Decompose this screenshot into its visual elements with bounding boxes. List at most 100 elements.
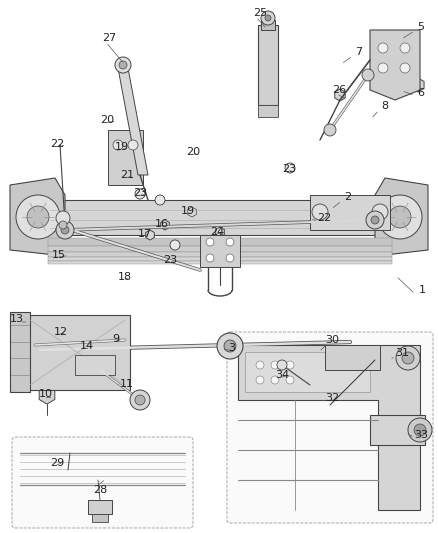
Circle shape bbox=[226, 254, 234, 262]
Circle shape bbox=[206, 254, 214, 262]
Circle shape bbox=[312, 204, 328, 220]
Text: 34: 34 bbox=[275, 370, 289, 380]
Text: 19: 19 bbox=[115, 142, 129, 152]
FancyBboxPatch shape bbox=[227, 332, 433, 523]
FancyBboxPatch shape bbox=[12, 437, 193, 528]
Text: 13: 13 bbox=[10, 314, 24, 324]
Text: 33: 33 bbox=[414, 430, 428, 440]
Text: 29: 29 bbox=[50, 458, 64, 468]
Text: 8: 8 bbox=[381, 101, 389, 111]
Circle shape bbox=[285, 163, 295, 173]
Circle shape bbox=[372, 204, 388, 220]
Text: 23: 23 bbox=[163, 255, 177, 265]
Bar bbox=[25, 315, 130, 390]
Circle shape bbox=[324, 124, 336, 136]
Polygon shape bbox=[155, 195, 164, 205]
Circle shape bbox=[135, 395, 145, 405]
Circle shape bbox=[113, 140, 123, 150]
Text: 3: 3 bbox=[229, 343, 236, 353]
Bar bbox=[48, 238, 392, 246]
Polygon shape bbox=[10, 178, 65, 255]
Circle shape bbox=[378, 195, 422, 239]
Bar bbox=[261, 20, 275, 30]
Bar bbox=[48, 261, 392, 264]
Circle shape bbox=[27, 206, 49, 228]
Text: 26: 26 bbox=[332, 85, 346, 95]
Polygon shape bbox=[187, 207, 196, 217]
Polygon shape bbox=[161, 220, 170, 230]
Circle shape bbox=[400, 43, 410, 53]
Bar bbox=[48, 257, 392, 261]
Circle shape bbox=[286, 376, 294, 384]
Bar bbox=[50, 200, 390, 235]
Polygon shape bbox=[61, 462, 75, 478]
Polygon shape bbox=[286, 163, 294, 173]
Circle shape bbox=[396, 346, 420, 370]
Text: 27: 27 bbox=[102, 33, 116, 43]
Circle shape bbox=[408, 418, 432, 442]
Circle shape bbox=[400, 63, 410, 73]
Bar bbox=[370, 415, 425, 445]
Bar bbox=[48, 246, 392, 252]
Circle shape bbox=[56, 221, 74, 239]
Text: 22: 22 bbox=[317, 213, 331, 223]
Circle shape bbox=[402, 352, 414, 364]
Circle shape bbox=[371, 216, 379, 224]
Circle shape bbox=[170, 240, 180, 250]
Circle shape bbox=[366, 211, 384, 229]
Circle shape bbox=[217, 333, 243, 359]
Circle shape bbox=[277, 360, 287, 370]
Text: 18: 18 bbox=[118, 272, 132, 282]
Circle shape bbox=[135, 189, 145, 199]
Circle shape bbox=[206, 238, 214, 246]
Text: 9: 9 bbox=[113, 334, 120, 344]
Circle shape bbox=[378, 63, 388, 73]
Circle shape bbox=[224, 340, 236, 352]
Text: 23: 23 bbox=[282, 164, 296, 174]
Polygon shape bbox=[136, 189, 145, 199]
Text: 5: 5 bbox=[417, 22, 424, 32]
Polygon shape bbox=[118, 68, 148, 175]
Bar bbox=[108, 130, 143, 185]
Text: 15: 15 bbox=[52, 250, 66, 260]
Polygon shape bbox=[124, 143, 132, 153]
Polygon shape bbox=[412, 78, 424, 92]
Circle shape bbox=[256, 361, 264, 369]
Circle shape bbox=[286, 361, 294, 369]
Text: 21: 21 bbox=[120, 170, 134, 180]
Polygon shape bbox=[335, 402, 345, 414]
Bar bbox=[258, 25, 278, 105]
Bar bbox=[258, 105, 278, 117]
Bar bbox=[325, 345, 380, 370]
Text: 10: 10 bbox=[39, 389, 53, 399]
Text: 32: 32 bbox=[325, 393, 339, 403]
Polygon shape bbox=[39, 386, 55, 404]
Text: 20: 20 bbox=[100, 115, 114, 125]
Polygon shape bbox=[350, 392, 360, 404]
Text: 6: 6 bbox=[417, 88, 424, 98]
Polygon shape bbox=[146, 230, 154, 240]
Text: 1: 1 bbox=[418, 285, 425, 295]
Polygon shape bbox=[315, 392, 325, 404]
Bar bbox=[10, 312, 30, 392]
Circle shape bbox=[362, 69, 374, 81]
Circle shape bbox=[265, 15, 271, 21]
Circle shape bbox=[119, 61, 127, 69]
Circle shape bbox=[256, 376, 264, 384]
Text: 31: 31 bbox=[395, 348, 409, 358]
Text: 17: 17 bbox=[138, 229, 152, 239]
Text: 28: 28 bbox=[93, 485, 107, 495]
Text: 14: 14 bbox=[80, 341, 94, 351]
Circle shape bbox=[226, 238, 234, 246]
Text: 16: 16 bbox=[155, 219, 169, 229]
Circle shape bbox=[16, 195, 60, 239]
Text: 30: 30 bbox=[325, 335, 339, 345]
Circle shape bbox=[61, 226, 69, 234]
Bar bbox=[245, 352, 370, 392]
Text: 7: 7 bbox=[356, 47, 363, 57]
Bar bbox=[88, 500, 112, 514]
Circle shape bbox=[130, 390, 150, 410]
Text: 11: 11 bbox=[120, 379, 134, 389]
Text: 12: 12 bbox=[54, 327, 68, 337]
Circle shape bbox=[128, 140, 138, 150]
